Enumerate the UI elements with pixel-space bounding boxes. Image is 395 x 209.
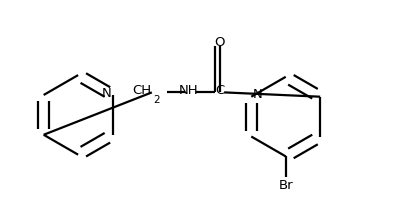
Text: 2: 2	[154, 95, 160, 105]
Text: O: O	[215, 36, 225, 49]
Text: N: N	[102, 87, 111, 100]
Text: N: N	[253, 88, 262, 102]
Text: Br: Br	[278, 179, 293, 192]
Text: CH: CH	[133, 84, 152, 97]
Text: C: C	[215, 84, 225, 97]
Text: NH: NH	[179, 84, 199, 97]
